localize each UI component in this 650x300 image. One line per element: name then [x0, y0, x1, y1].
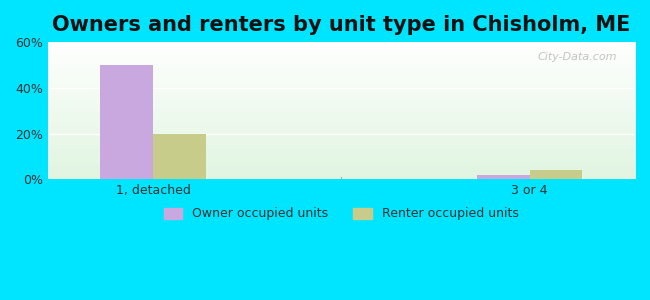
Bar [153, 134, 206, 179]
Bar [530, 170, 582, 179]
Text: City-Data.com: City-Data.com [538, 52, 617, 62]
Bar [477, 175, 530, 179]
Title: Owners and renters by unit type in Chisholm, ME: Owners and renters by unit type in Chish… [52, 15, 630, 35]
Legend: Owner occupied units, Renter occupied units: Owner occupied units, Renter occupied un… [159, 202, 524, 225]
Bar [101, 65, 153, 179]
